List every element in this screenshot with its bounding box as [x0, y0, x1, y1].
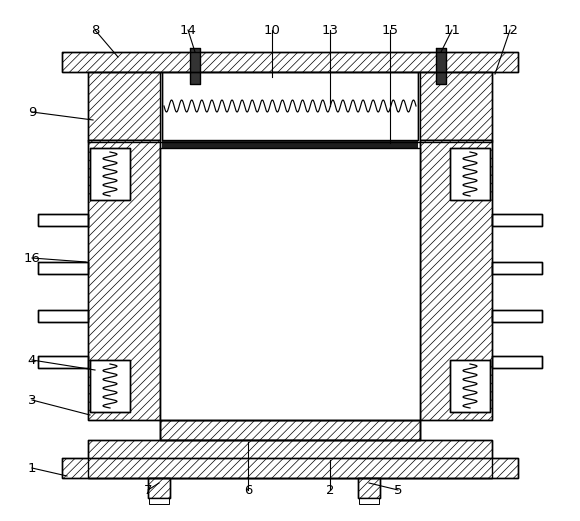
Text: 12: 12 [502, 23, 519, 36]
Bar [420, 140, 492, 420]
Text: 2: 2 [326, 483, 334, 497]
Bar [88, 72, 160, 140]
Text: 13: 13 [321, 23, 339, 36]
Bar [38, 356, 88, 368]
Bar [90, 148, 130, 200]
Bar [436, 48, 446, 84]
Bar [162, 72, 418, 140]
Text: 1: 1 [28, 462, 36, 475]
Bar [38, 214, 88, 226]
Text: 14: 14 [180, 23, 197, 36]
Bar [160, 148, 420, 420]
Text: 4: 4 [28, 354, 36, 366]
Bar [90, 360, 130, 412]
Text: 9: 9 [28, 105, 36, 118]
Bar [358, 478, 380, 498]
Bar [450, 360, 490, 412]
Text: 11: 11 [444, 23, 461, 36]
Bar [62, 458, 518, 478]
Bar [162, 141, 418, 148]
Bar [450, 148, 490, 200]
Bar [149, 498, 169, 504]
Bar [62, 52, 518, 72]
Bar [160, 420, 420, 440]
Bar [492, 262, 542, 274]
Bar [492, 356, 542, 368]
Bar [38, 310, 88, 322]
Bar [492, 310, 542, 322]
Bar [148, 478, 170, 498]
Text: 3: 3 [28, 393, 36, 406]
Bar [88, 140, 160, 420]
Text: 15: 15 [382, 23, 398, 36]
Text: 16: 16 [24, 252, 41, 265]
Bar [38, 262, 88, 274]
Bar [420, 72, 492, 140]
Text: 8: 8 [91, 23, 99, 36]
Bar [190, 48, 200, 84]
Text: 6: 6 [244, 483, 252, 497]
Bar [492, 214, 542, 226]
Text: 7: 7 [144, 483, 152, 497]
Bar [359, 498, 379, 504]
Text: 10: 10 [263, 23, 281, 36]
Bar [88, 440, 492, 478]
Text: 5: 5 [394, 483, 403, 497]
